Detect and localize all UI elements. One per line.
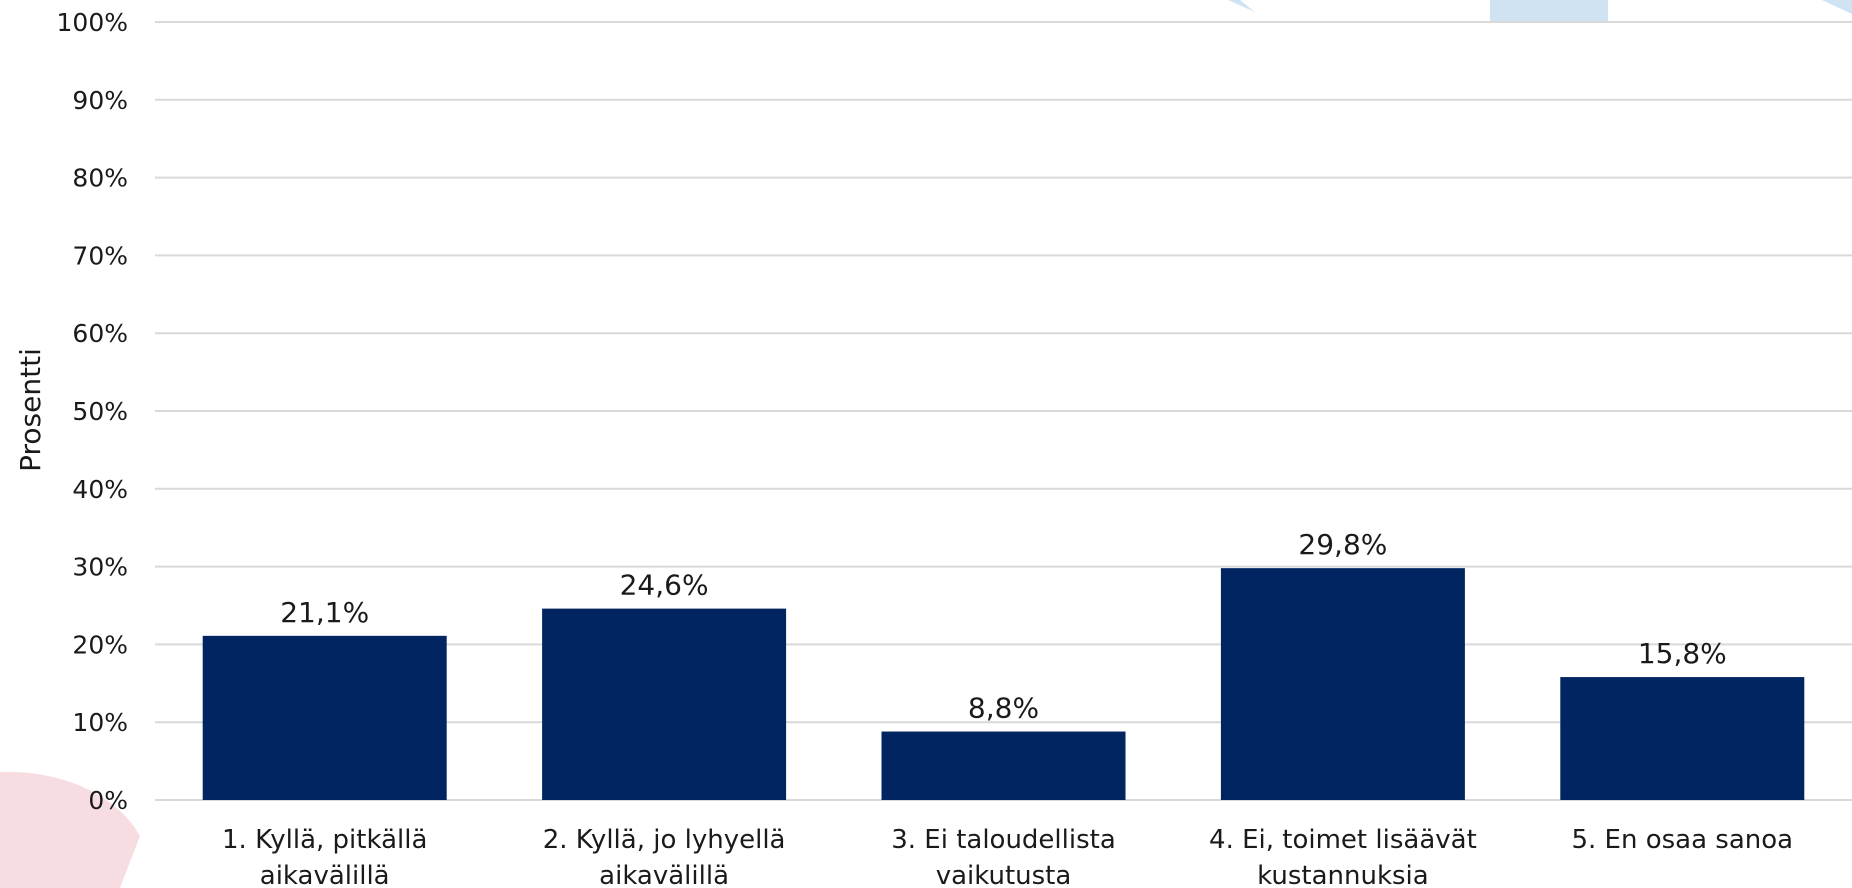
deco-shape-pink-circle [0, 771, 140, 888]
bar [881, 731, 1126, 800]
x-category-label: 5. En osaa sanoa [1571, 825, 1793, 855]
y-tick-label: 20% [72, 630, 128, 659]
y-tick-label: 50% [72, 397, 128, 426]
y-axis-title: Prosentti [14, 348, 47, 472]
deco-shape-blue-block [1490, 0, 1608, 22]
x-category-label: aikavälillä [260, 861, 390, 888]
bar [1220, 568, 1465, 800]
gridlines [155, 21, 1852, 801]
bars [202, 568, 1805, 800]
x-axis-labels: 1. Kyllä, pitkällä aikavälillä 2. Kyllä, j… [222, 825, 1793, 888]
y-tick-label: 30% [72, 553, 128, 582]
x-category-label: 2. Kyllä, jo lyhyellä [543, 825, 786, 855]
y-tick-label: 70% [72, 241, 128, 270]
y-axis-ticks: 0% 10% 20% 30% 40% 50% 60% 70% 80% 90% 100% [57, 8, 128, 815]
y-tick-label: 80% [72, 164, 128, 193]
x-category-label: 1. Kyllä, pitkällä [222, 825, 427, 855]
data-label: 15,8% [1638, 637, 1727, 670]
x-category-label: 4. Ei, toimet lisäävät [1209, 825, 1477, 855]
y-tick-label: 0% [88, 786, 128, 815]
y-tick-label: 10% [72, 708, 128, 737]
x-category-label: kustannuksia [1257, 861, 1429, 888]
data-labels: 21,1% 24,6% 8,8% 29,8% 15,8% [280, 528, 1727, 724]
x-category-label: vaikutusta [936, 861, 1072, 888]
data-label: 21,1% [280, 596, 369, 629]
y-tick-label: 100% [57, 8, 128, 37]
bar [542, 608, 787, 800]
data-label: 8,8% [968, 692, 1039, 725]
data-label: 24,6% [620, 569, 709, 602]
x-category-label: aikavälillä [599, 861, 729, 888]
x-category-label: 3. Ei taloudellista [891, 825, 1116, 855]
bar [202, 635, 447, 800]
bar [1560, 677, 1805, 800]
y-tick-label: 90% [72, 86, 128, 115]
y-tick-label: 40% [72, 475, 128, 504]
deco-shape-blue-arc [1228, 0, 1255, 12]
data-label: 29,8% [1298, 528, 1387, 561]
deco-shape-blue-corner [1822, 0, 1852, 14]
y-tick-label: 60% [72, 319, 128, 348]
